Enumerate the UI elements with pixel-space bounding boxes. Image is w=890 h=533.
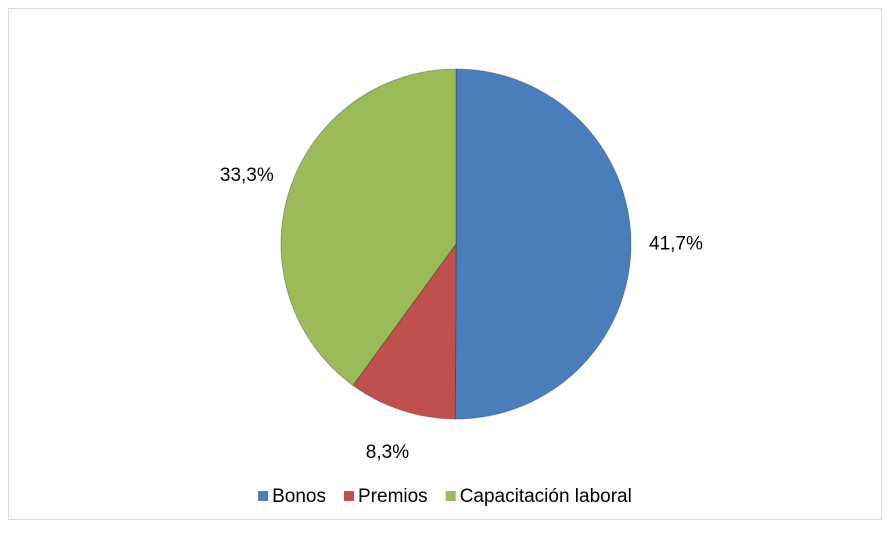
legend-swatch: [445, 491, 456, 501]
data-label: 8,3%: [366, 442, 409, 463]
legend-label: Premios: [358, 486, 428, 507]
pie-slice: [454, 68, 632, 420]
legend-swatch: [344, 491, 355, 501]
legend-swatch: [258, 491, 269, 501]
data-label: 33,3%: [220, 165, 274, 186]
legend-label: Bonos: [272, 486, 326, 507]
pie-slice: [280, 68, 457, 387]
pie-slice: [352, 242, 457, 420]
legend-label: Capacitación laboral: [460, 486, 632, 507]
data-label: 41,7%: [649, 233, 703, 254]
